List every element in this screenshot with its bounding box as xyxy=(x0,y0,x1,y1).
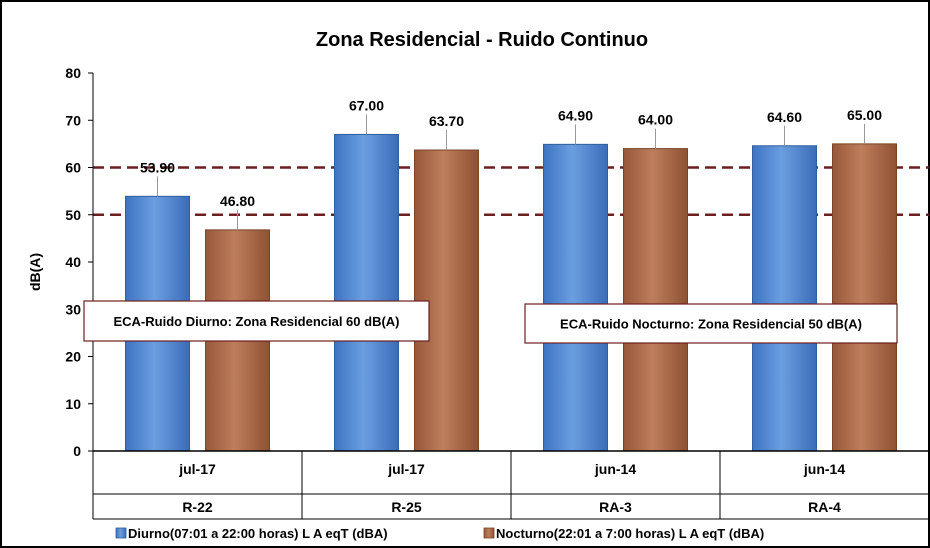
data-label: 64.00 xyxy=(638,112,673,128)
y-tick-label: 60 xyxy=(65,160,81,176)
legend-label-nocturno: Nocturno(22:01 a 7:00 horas) L A eqT (dB… xyxy=(496,526,764,541)
legend-swatch-nocturno xyxy=(483,527,495,539)
y-tick-label: 40 xyxy=(65,254,81,270)
y-tick-label: 80 xyxy=(65,65,81,81)
annotation-box xyxy=(524,303,898,344)
x-category-station: RA-4 xyxy=(808,499,841,515)
legend-label-diurno: Diurno(07:01 a 22:00 horas) L A eqT (dBA… xyxy=(128,526,388,541)
bars: 53.90 67.00 64.90 64.60 46.80 63.70 64.00 65.00 xyxy=(125,97,897,452)
x-category-period: jul-17 xyxy=(178,461,216,477)
bar-diurno xyxy=(543,143,608,452)
y-tick-label: 10 xyxy=(65,396,81,412)
data-label: 64.90 xyxy=(558,107,593,123)
x-category-period: jul-17 xyxy=(387,461,425,477)
axes: 0 10 20 30 40 50 60 70 80 jul-17 R-22 jul-17 R-25 jun… xyxy=(65,65,930,520)
data-label: 46.80 xyxy=(220,193,255,209)
y-tick-label: 70 xyxy=(65,112,81,128)
data-label: 64.60 xyxy=(767,109,802,125)
data-label: 63.70 xyxy=(429,113,464,129)
x-category-period: jun-14 xyxy=(594,461,636,477)
y-tick-label: 50 xyxy=(65,207,81,223)
chart-title: Zona Residencial - Ruido Continuo xyxy=(316,29,648,51)
bar-nocturno xyxy=(832,143,897,452)
bar-diurno xyxy=(752,145,817,452)
bar-nocturno xyxy=(623,148,688,452)
y-tick-label: 0 xyxy=(73,443,81,459)
annotations: ECA-Ruido Diurno: Zona Residencial 60 dB… xyxy=(83,300,898,344)
x-category-period: jun-14 xyxy=(803,461,845,477)
y-tick-label: 20 xyxy=(65,349,81,365)
y-axis-label: dB(A) xyxy=(27,253,43,291)
annotation-text: ECA-Ruido Nocturno: Zona Residencial 50 … xyxy=(560,317,862,332)
data-label: 65.00 xyxy=(847,107,882,123)
x-category-station: R-25 xyxy=(391,499,422,515)
legend-swatch-diurno xyxy=(115,527,127,539)
annotation-box xyxy=(83,300,430,342)
y-tick-label: 30 xyxy=(65,301,81,317)
data-label: 67.00 xyxy=(349,97,384,113)
data-label: 53.90 xyxy=(140,159,175,175)
x-category-station: R-22 xyxy=(182,499,213,515)
legend: Diurno(07:01 a 22:00 horas) L A eqT (dBA… xyxy=(115,526,764,541)
x-category-station: RA-3 xyxy=(599,499,632,515)
bar-diurno xyxy=(334,133,399,452)
reference-lines xyxy=(93,166,929,216)
annotation-text: ECA-Ruido Diurno: Zona Residencial 60 dB… xyxy=(113,314,399,329)
